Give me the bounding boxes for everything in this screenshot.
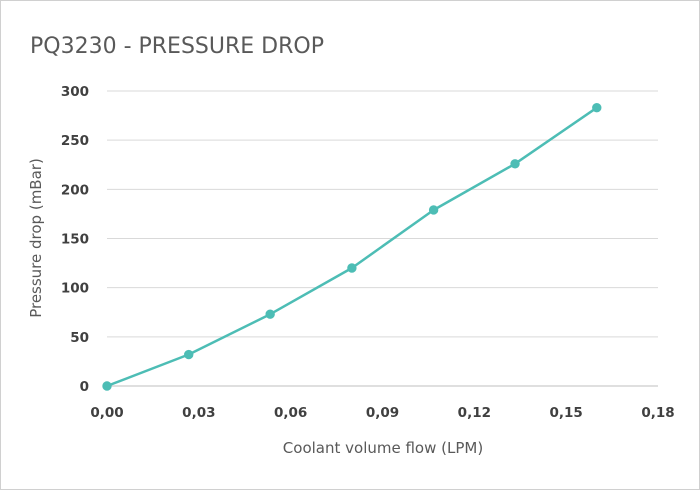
x-tick-label: 0,15 xyxy=(550,405,583,421)
x-tick-labels: 0,00 0,03 0,06 0,09 0,12 0,15 0,18 xyxy=(90,405,674,421)
grid-layer xyxy=(107,90,658,338)
data-point xyxy=(592,103,602,113)
x-axis-label: Coolant volume flow (LPM) xyxy=(283,439,483,457)
y-tick-label: 200 xyxy=(61,182,89,198)
x-tick-label: 0,12 xyxy=(458,405,491,421)
data-point xyxy=(510,159,520,169)
x-tick-label: 0,06 xyxy=(274,405,307,421)
y-axis-label: Pressure drop (mBar) xyxy=(27,158,45,318)
x-tick-label: 0,09 xyxy=(366,405,399,421)
data-point xyxy=(265,309,275,319)
y-tick-label: 0 xyxy=(80,379,89,395)
x-tick-label: 0,00 xyxy=(90,405,123,421)
series-layer xyxy=(102,103,602,391)
x-tick-label: 0,18 xyxy=(641,405,674,421)
chart-title: PQ3230 - PRESSURE DROP xyxy=(30,34,324,59)
y-tick-label: 300 xyxy=(61,84,89,100)
y-tick-labels: 0 50 100 150 200 250 300 xyxy=(61,84,89,395)
y-tick-label: 50 xyxy=(70,330,89,346)
data-point xyxy=(347,263,357,273)
data-point xyxy=(102,381,112,391)
series-line xyxy=(105,106,599,388)
data-point xyxy=(184,349,194,360)
x-tick-label: 0,03 xyxy=(182,405,215,421)
y-tick-label: 250 xyxy=(61,133,89,149)
y-tick-label: 150 xyxy=(61,232,89,248)
data-point xyxy=(428,205,439,215)
y-tick-label: 100 xyxy=(61,281,89,297)
